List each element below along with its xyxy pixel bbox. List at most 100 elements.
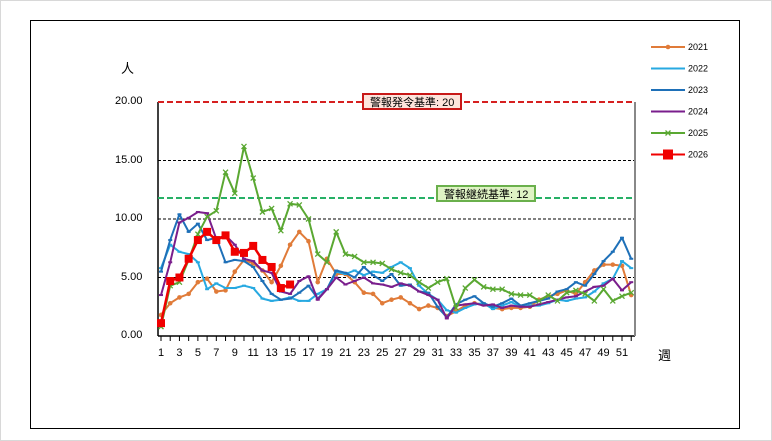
x-marker [563, 289, 570, 296]
circle-marker [186, 291, 191, 297]
circle-marker [426, 303, 431, 308]
x-marker [231, 190, 238, 197]
x-marker [287, 200, 294, 207]
x-tick-label: 5 [195, 347, 201, 359]
x-marker [591, 297, 598, 304]
continue-threshold-label: 警報継続基準: 12 [436, 185, 537, 202]
x-tick-label: 49 [597, 347, 609, 359]
x-marker [609, 297, 616, 304]
legend-label-2021: 2021 [688, 42, 708, 52]
x-marker [489, 286, 496, 293]
square-marker [221, 231, 230, 240]
x-tick-label: 15 [284, 347, 296, 359]
square-marker [175, 273, 184, 282]
legend-label-2022: 2022 [688, 64, 708, 74]
circle-marker [315, 279, 321, 285]
x-marker [471, 276, 478, 283]
x-tick-label: 35 [468, 347, 480, 359]
x-marker [480, 283, 487, 290]
x-marker [277, 227, 284, 234]
x-tick-label: 9 [232, 347, 238, 359]
x-tick-label: 25 [376, 347, 388, 359]
circle-marker [610, 262, 616, 267]
circle-marker [306, 238, 311, 244]
circle-marker [389, 297, 394, 303]
x-marker [360, 259, 367, 266]
x-marker [416, 279, 423, 286]
x-tick-label: 7 [213, 347, 219, 359]
circle-marker [416, 306, 422, 312]
square-marker [286, 280, 295, 289]
square-marker [193, 236, 202, 245]
series-line-2023 [160, 213, 633, 319]
x-tick-label: 27 [395, 347, 407, 359]
circle-marker [370, 291, 376, 297]
x-marker [388, 266, 395, 273]
y-tick-20: 20.00 [115, 95, 143, 107]
x-tick-label: 37 [487, 347, 499, 359]
circle-marker [287, 242, 293, 248]
chart-frame [30, 20, 740, 429]
x-marker [222, 169, 229, 176]
x-tick-label: 45 [561, 347, 573, 359]
x-marker [194, 231, 201, 238]
circle-marker [361, 290, 367, 296]
legend-label-2024: 2024 [688, 107, 708, 117]
x-marker [600, 286, 607, 293]
x-marker [572, 287, 579, 294]
square-marker [249, 241, 258, 250]
x-tick-label: 19 [321, 347, 333, 359]
circle-marker [223, 288, 228, 293]
x-tick-label: 23 [358, 347, 370, 359]
x-tick-label: 13 [266, 347, 278, 359]
circle-marker [167, 300, 173, 306]
square-marker [267, 262, 276, 271]
x-marker [425, 285, 432, 291]
circle-marker [297, 229, 302, 235]
circle-marker [278, 263, 284, 269]
x-tick-label: 17 [302, 347, 314, 359]
circle-marker [195, 279, 201, 285]
x-marker [379, 260, 386, 267]
legend-label-2026: 2026 [688, 150, 708, 160]
square-marker [276, 284, 285, 293]
x-marker [305, 216, 312, 222]
square-marker [239, 248, 248, 257]
x-tick-label: 3 [176, 347, 182, 359]
x-marker [342, 251, 349, 258]
y-tick-5: 5.00 [121, 271, 143, 283]
x-marker [296, 202, 303, 208]
x-marker [665, 130, 671, 136]
circle-marker [665, 44, 671, 50]
series-line-2025 [160, 145, 632, 327]
square-marker [663, 149, 673, 160]
x-marker [545, 292, 552, 299]
y-tick-0: 0.00 [121, 329, 143, 341]
x-marker [314, 251, 321, 258]
circle-marker [177, 295, 182, 300]
square-marker [166, 277, 175, 286]
x-marker [434, 279, 441, 286]
x-marker [619, 293, 625, 300]
x-marker [462, 285, 469, 291]
x-marker [268, 205, 275, 212]
x-marker [204, 213, 211, 220]
circle-marker [214, 289, 219, 294]
x-tick-label: 47 [579, 347, 591, 359]
x-marker [582, 290, 589, 297]
square-marker [258, 255, 267, 264]
circle-marker [269, 279, 274, 285]
x-marker [536, 297, 542, 304]
x-marker [443, 275, 450, 282]
square-marker [184, 254, 193, 263]
alert-threshold-label: 警報発令基準: 20 [362, 93, 463, 110]
x-marker [250, 175, 257, 182]
circle-marker [379, 300, 385, 306]
x-marker [333, 228, 340, 235]
x-tick-label: 51 [616, 347, 628, 359]
x-tick-label: 31 [431, 347, 443, 359]
x-marker [213, 207, 220, 214]
circle-marker [204, 276, 210, 281]
circle-marker [232, 269, 238, 274]
